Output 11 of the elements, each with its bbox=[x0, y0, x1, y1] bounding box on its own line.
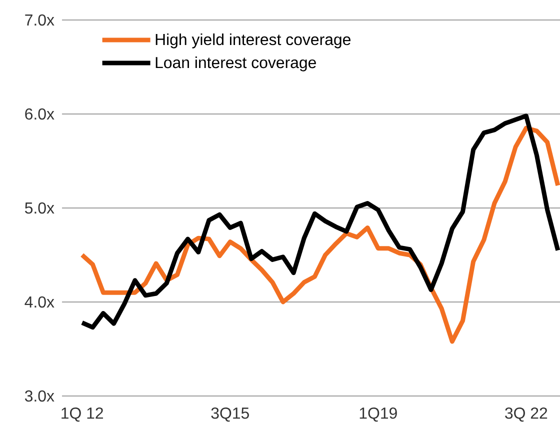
legend-label: High yield interest coverage bbox=[156, 33, 350, 48]
legend-label: Loan interest coverage bbox=[156, 56, 316, 72]
x-tick-label: 3Q15 bbox=[211, 408, 249, 422]
x-tick-label: 1Q 12 bbox=[62, 408, 103, 422]
y-tick-label: 5.0x bbox=[25, 202, 54, 214]
y-tick-label: 7.0x bbox=[25, 14, 54, 26]
x-tick-label: 3Q 22 bbox=[505, 408, 548, 422]
y-tick-label: 3.0x bbox=[24, 390, 54, 402]
x-tick-label: 1Q19 bbox=[360, 408, 397, 422]
y-tick-label: 6.0x bbox=[25, 108, 54, 120]
y-tick-label: 4.0x bbox=[24, 296, 54, 308]
